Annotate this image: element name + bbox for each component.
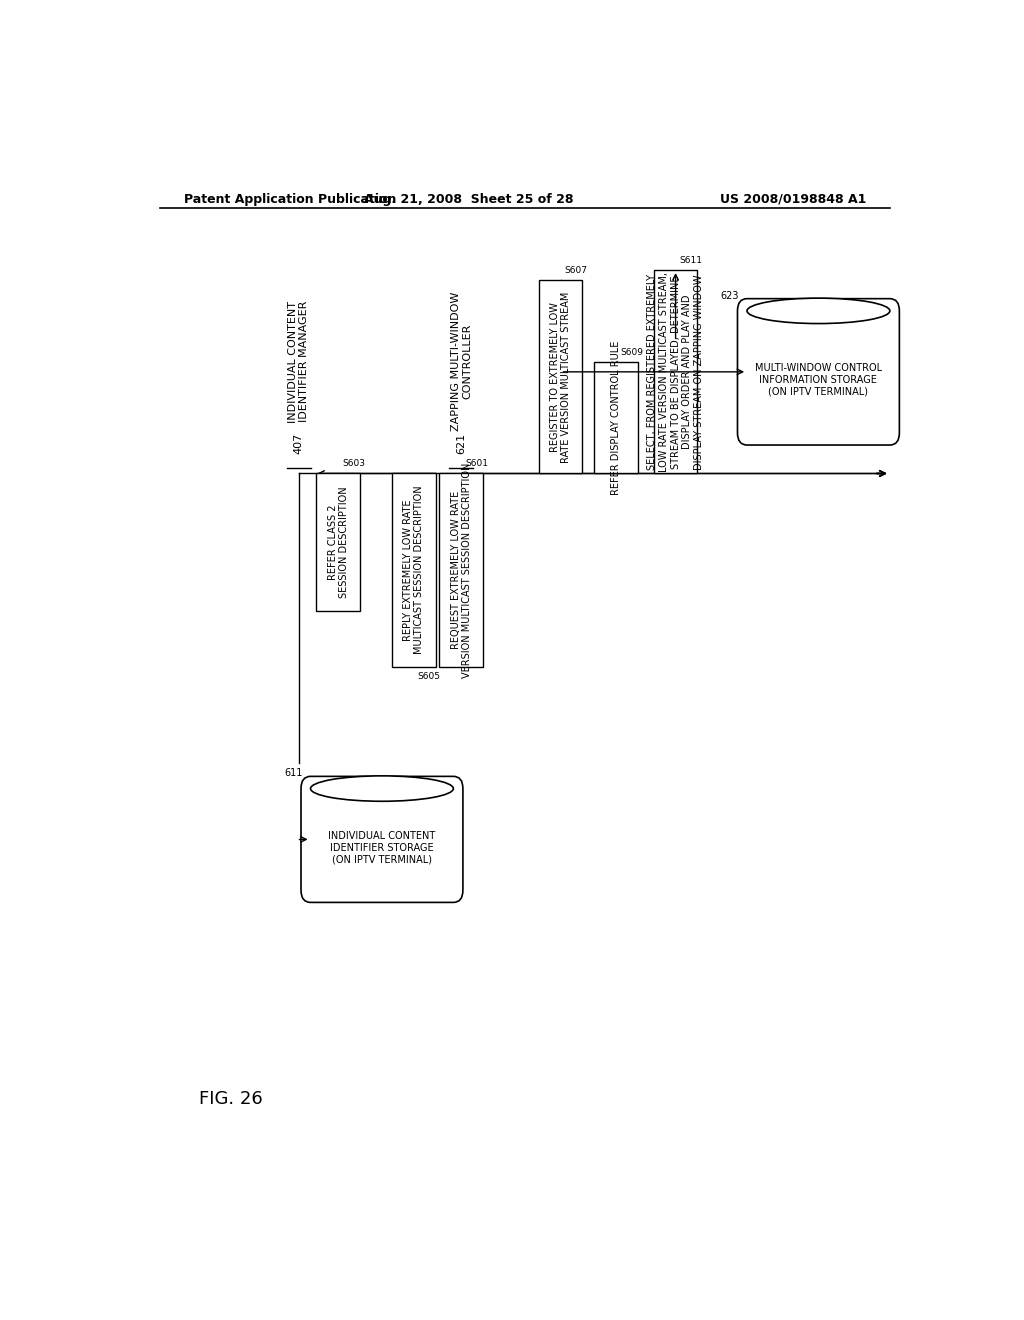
Text: S601: S601 bbox=[465, 459, 488, 469]
Text: S609: S609 bbox=[620, 347, 643, 356]
Text: Patent Application Publication: Patent Application Publication bbox=[183, 193, 396, 206]
Text: US 2008/0198848 A1: US 2008/0198848 A1 bbox=[720, 193, 866, 206]
Text: 611: 611 bbox=[285, 768, 303, 779]
FancyBboxPatch shape bbox=[737, 298, 899, 445]
Text: REGISTER TO EXTREMELY LOW
RATE VERSION MULTICAST STREAM: REGISTER TO EXTREMELY LOW RATE VERSION M… bbox=[550, 292, 571, 462]
Text: 621: 621 bbox=[457, 433, 466, 454]
Text: S611: S611 bbox=[680, 256, 702, 265]
Text: REFER CLASS 2
SESSION DESCRIPTION: REFER CLASS 2 SESSION DESCRIPTION bbox=[328, 486, 349, 598]
FancyBboxPatch shape bbox=[539, 280, 583, 474]
FancyBboxPatch shape bbox=[301, 776, 463, 903]
Text: FIG. 26: FIG. 26 bbox=[200, 1089, 263, 1107]
Text: S605: S605 bbox=[418, 672, 440, 681]
FancyBboxPatch shape bbox=[594, 362, 638, 474]
Text: 407: 407 bbox=[294, 433, 304, 454]
Text: REQUEST EXTREMELY LOW RATE
VERSION MULTICAST SESSION DESCRIPTION: REQUEST EXTREMELY LOW RATE VERSION MULTI… bbox=[451, 462, 472, 677]
Text: MULTI-WINDOW CONTROL
INFORMATION STORAGE
(ON IPTV TERMINAL): MULTI-WINDOW CONTROL INFORMATION STORAGE… bbox=[755, 363, 882, 396]
FancyBboxPatch shape bbox=[316, 474, 360, 611]
Text: 623: 623 bbox=[721, 290, 739, 301]
Text: REFER DISPLAY CONTROL RULE: REFER DISPLAY CONTROL RULE bbox=[611, 341, 622, 495]
Text: REPLY EXTREMELY LOW RATE
MULTICAST SESSION DESCRIPTION: REPLY EXTREMELY LOW RATE MULTICAST SESSI… bbox=[402, 486, 425, 655]
Text: S603: S603 bbox=[342, 459, 366, 469]
Text: Aug. 21, 2008  Sheet 25 of 28: Aug. 21, 2008 Sheet 25 of 28 bbox=[365, 193, 574, 206]
Text: S607: S607 bbox=[564, 267, 588, 276]
Text: INDIVIDUAL CONTENT
IDENTIFIER MANAGER: INDIVIDUAL CONTENT IDENTIFIER MANAGER bbox=[288, 301, 309, 422]
FancyBboxPatch shape bbox=[439, 474, 483, 667]
FancyBboxPatch shape bbox=[392, 474, 435, 667]
Text: INDIVIDUAL CONTENT
IDENTIFIER STORAGE
(ON IPTV TERMINAL): INDIVIDUAL CONTENT IDENTIFIER STORAGE (O… bbox=[329, 830, 435, 865]
FancyBboxPatch shape bbox=[653, 271, 697, 474]
Text: SELECT, FROM REGISTERED EXTREMELY
LOW RATE VERSION MULTICAST STREAM,
STREAM TO B: SELECT, FROM REGISTERED EXTREMELY LOW RA… bbox=[647, 272, 703, 471]
Ellipse shape bbox=[310, 776, 454, 801]
Ellipse shape bbox=[748, 298, 890, 323]
Text: ZAPPING MULTI-WINDOW
CONTROLLER: ZAPPING MULTI-WINDOW CONTROLLER bbox=[451, 292, 472, 432]
